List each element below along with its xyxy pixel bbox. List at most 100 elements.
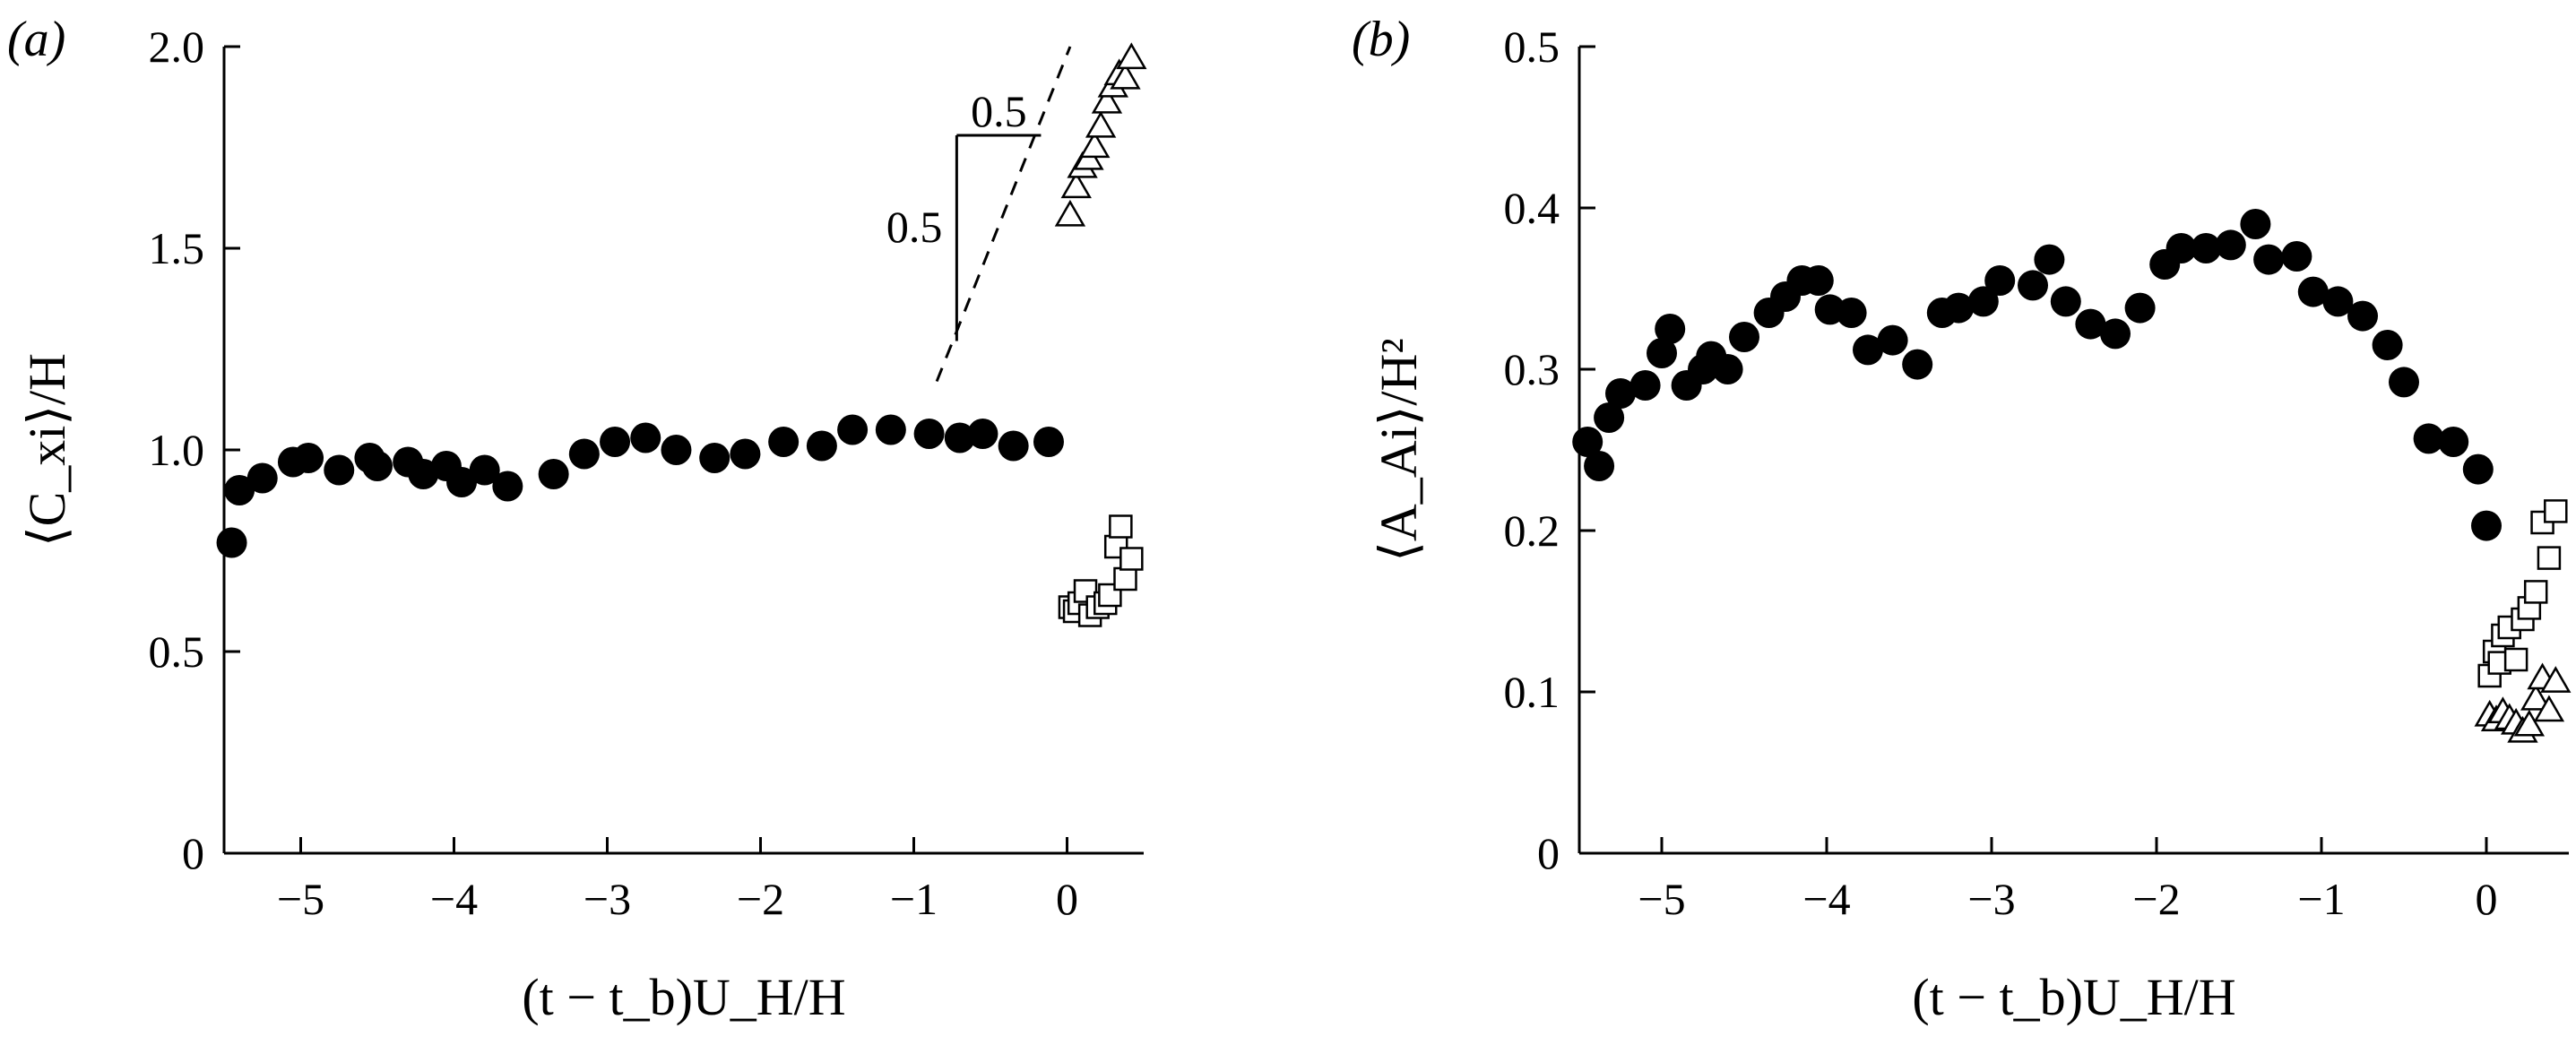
data-point-circle xyxy=(1967,286,1999,317)
x-tick-label-b: −1 xyxy=(2297,874,2345,924)
data-point-circle xyxy=(1572,427,1604,457)
y-tick-label-a: 0 xyxy=(182,828,204,878)
data-point-circle xyxy=(1647,338,1677,368)
data-point-circle xyxy=(408,459,439,489)
y-tick-label-b: 0.2 xyxy=(1504,505,1560,556)
y-tick-label-b: 0.5 xyxy=(1504,22,1560,72)
data-point-circle xyxy=(1655,314,1686,344)
data-point-circle xyxy=(806,430,837,462)
slope-dashed-line xyxy=(935,46,1072,383)
data-point-circle xyxy=(2322,286,2354,317)
data-point-circle xyxy=(2253,244,2285,275)
data-point-triangle xyxy=(2533,695,2565,722)
data-point-circle xyxy=(2471,510,2502,541)
y-tick-label-b: 0.4 xyxy=(1504,183,1560,233)
data-point-circle xyxy=(324,454,355,486)
data-point-circle xyxy=(1594,402,1625,433)
data-point-circle xyxy=(2191,233,2222,263)
data-point-circle xyxy=(2347,300,2378,332)
x-tick-label-a: 0 xyxy=(1056,874,1078,924)
y-tick-label-a: 2.0 xyxy=(149,22,205,72)
x-tick-label-b: 0 xyxy=(2476,874,2498,924)
panel-b: 0 0.1 0.2 0.3 0.4 0.5 −5 −4 −3 −2 −1 0 (t − t_b)U_H/… xyxy=(1370,22,2572,1026)
data-point-square xyxy=(2544,499,2568,523)
data-point-circle xyxy=(661,435,692,465)
x-tick-label-a: −1 xyxy=(890,874,938,924)
data-point-circle xyxy=(2462,453,2494,485)
slope-vertical-label: 0.5 xyxy=(886,202,943,252)
data-point-circle xyxy=(1853,334,1883,366)
data-point-square xyxy=(2523,580,2548,604)
data-point-square xyxy=(1113,566,1137,592)
x-tick-label-a: −4 xyxy=(430,874,478,924)
data-point-circle xyxy=(913,419,945,449)
y-tick-label-a: 0.5 xyxy=(149,626,205,677)
y-tick-label-b: 0.1 xyxy=(1504,667,1560,717)
y-tick-label-b: 0.3 xyxy=(1504,344,1560,394)
data-point-circle xyxy=(1629,370,1661,401)
data-point-circle xyxy=(2124,292,2156,324)
slope-horizontal-label: 0.5 xyxy=(971,86,1027,136)
x-tick-label-a: −2 xyxy=(737,874,784,924)
data-point-circle xyxy=(730,438,761,470)
data-point-circle xyxy=(944,422,975,453)
data-point-circle xyxy=(2389,367,2419,398)
data-point-triangle xyxy=(1054,199,1086,227)
data-point-circle xyxy=(699,443,730,473)
data-point-circle xyxy=(967,419,998,449)
data-point-circle xyxy=(1943,292,1975,324)
data-point-circle xyxy=(600,427,631,457)
data-point-circle xyxy=(1605,378,1636,409)
data-point-circle xyxy=(1802,265,1834,296)
x-tick-label-a: −3 xyxy=(583,874,631,924)
data-point-circle xyxy=(492,471,523,502)
data-point-circle xyxy=(216,527,247,558)
data-point-square xyxy=(1119,547,1144,571)
x-axis-title-a: (t − t_b)U_H/H xyxy=(522,968,845,1026)
data-point-triangle xyxy=(2520,683,2552,711)
data-point-circle xyxy=(1729,322,1759,352)
data-point-triangle xyxy=(1110,62,1141,90)
x-axis-title-b: (t − t_b)U_H/H xyxy=(1912,968,2235,1026)
data-point-circle xyxy=(568,438,600,470)
data-point-circle xyxy=(2372,330,2403,360)
data-point-square xyxy=(1109,514,1133,539)
panel-a-label: (a) xyxy=(7,12,65,67)
data-point-circle xyxy=(2075,308,2106,340)
data-point-circle xyxy=(2050,286,2081,317)
data-point-circle xyxy=(2034,244,2065,275)
data-point-circle xyxy=(1877,324,1908,356)
data-point-circle xyxy=(1836,298,1867,328)
data-point-circle xyxy=(293,443,324,473)
data-point-triangle xyxy=(2513,709,2546,737)
data-point-circle xyxy=(538,459,569,489)
y-tick-label-a: 1.5 xyxy=(149,223,205,273)
data-point-circle xyxy=(2297,276,2329,307)
data-point-circle xyxy=(768,427,800,457)
x-tick-label-b: −5 xyxy=(1638,874,1685,924)
data-point-circle xyxy=(875,414,906,445)
data-point-circle xyxy=(1033,427,1064,457)
data-point-triangle xyxy=(1079,131,1111,159)
data-point-circle xyxy=(1902,349,1933,380)
data-point-circle xyxy=(630,422,661,453)
panel-b-label: (b) xyxy=(1352,12,1410,67)
data-point-circle xyxy=(1712,354,1743,384)
data-point-circle xyxy=(362,451,393,481)
data-point-triangle xyxy=(1091,86,1123,114)
data-point-circle xyxy=(998,430,1029,462)
data-point-circle xyxy=(837,414,869,445)
data-point-circle xyxy=(2413,423,2444,454)
data-point-circle xyxy=(2215,229,2246,261)
x-tick-label-b: −2 xyxy=(2132,874,2180,924)
data-point-triangle xyxy=(1060,171,1092,199)
y-axis-title-a: ⟨C_xi⟩/H xyxy=(18,353,76,547)
data-point-circle xyxy=(2165,233,2197,263)
data-point-circle xyxy=(2240,209,2271,239)
data-point-circle xyxy=(1984,265,2016,296)
data-point-circle xyxy=(224,475,255,505)
data-point-triangle xyxy=(2540,666,2572,693)
x-tick-label-b: −4 xyxy=(1802,874,1850,924)
data-point-circle xyxy=(446,467,478,497)
